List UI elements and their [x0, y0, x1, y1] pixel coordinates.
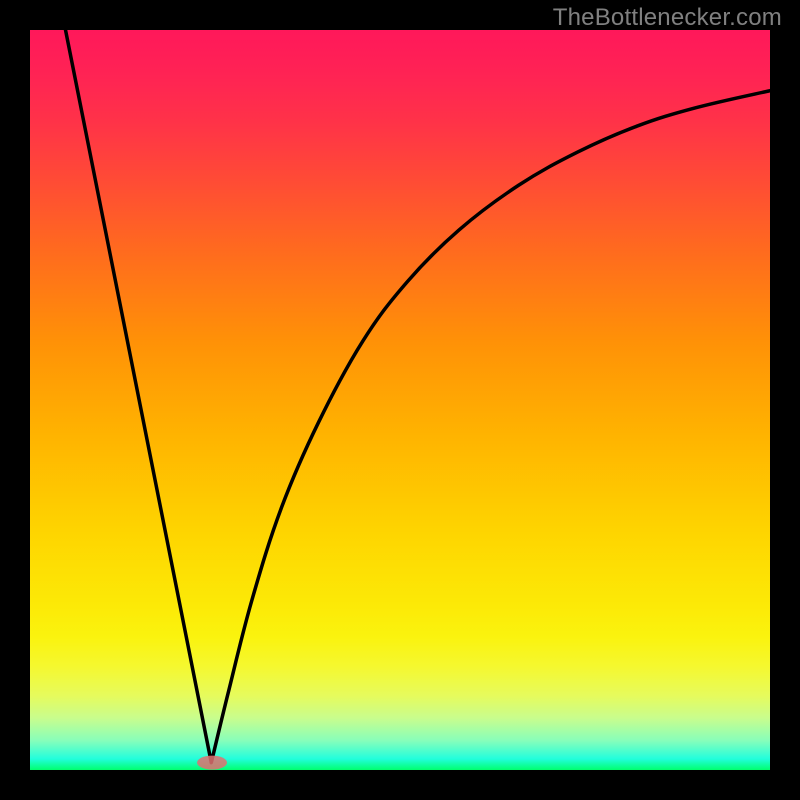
chart-container: TheBottlenecker.com	[0, 0, 800, 800]
plot-area	[30, 30, 770, 770]
optimal-point-marker	[197, 756, 227, 770]
source-attribution: TheBottlenecker.com	[553, 4, 782, 32]
gradient-background	[30, 30, 770, 770]
v-curve-chart	[30, 30, 770, 770]
